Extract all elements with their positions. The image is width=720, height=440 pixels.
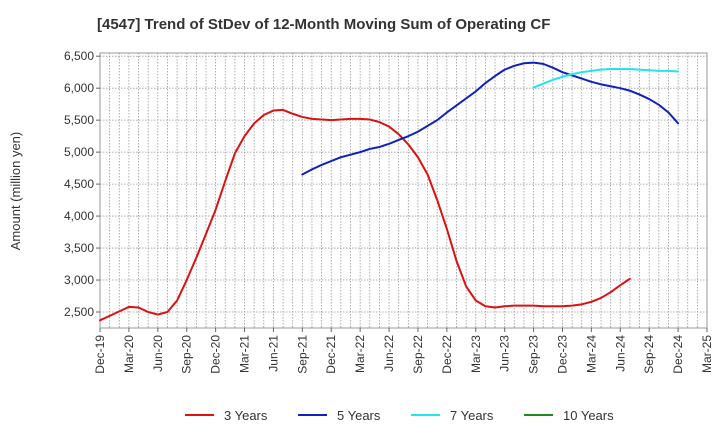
x-tick-label: Mar-21 — [238, 335, 252, 373]
y-tick-label: 6,500 — [64, 49, 94, 63]
legend-label-3: 7 Years — [450, 408, 494, 423]
x-tick-label: Jun-24 — [613, 335, 627, 372]
series-line-3 — [532, 67, 680, 89]
x-tick-label: Mar-25 — [700, 335, 714, 373]
legend-label-1: 3 Years — [224, 408, 268, 423]
y-tick-label: 2,500 — [64, 305, 94, 319]
x-tick-label: Dec-23 — [555, 335, 569, 374]
x-tick-label: Dec-19 — [93, 335, 107, 374]
x-axis: Dec-19 Mar-20 Jun-20 Sep-20 Dec-20 Mar-21 Jun-… — [93, 328, 714, 374]
x-tick-label: Mar-24 — [584, 335, 598, 373]
x-tick-label: Sep-21 — [295, 335, 309, 374]
x-tick-label: Jun-21 — [266, 335, 280, 372]
y-tick-label: 6,000 — [64, 81, 94, 95]
y-tick-label: 4,000 — [64, 209, 94, 223]
y-tick-label: 3,500 — [64, 241, 94, 255]
x-tick-label: Dec-21 — [324, 335, 338, 374]
plot-area — [99, 52, 708, 329]
y-tick-label: 3,000 — [64, 273, 94, 287]
x-tick-label: Mar-23 — [469, 335, 483, 373]
series-line-1 — [99, 108, 631, 322]
y-tick-label: 5,000 — [64, 145, 94, 159]
x-tick-label: Jun-23 — [498, 335, 512, 372]
x-tick-label: Dec-20 — [209, 335, 223, 374]
legend-label-2: 5 Years — [337, 408, 381, 423]
x-tick-label: Dec-22 — [440, 335, 454, 374]
legend: 3 Years 5 Years 7 Years 10 Years — [185, 408, 614, 423]
x-tick-label: Mar-20 — [122, 335, 136, 373]
x-tick-label: Dec-24 — [671, 335, 685, 374]
x-tick-label: Sep-23 — [527, 335, 541, 374]
plot-frame — [99, 52, 708, 329]
series-lines — [99, 61, 680, 322]
chart-title: [4547] Trend of StDev of 12-Month Moving… — [97, 16, 550, 33]
x-tick-label: Mar-22 — [353, 335, 367, 373]
legend-label-4: 10 Years — [563, 408, 614, 423]
x-tick-label: Sep-24 — [642, 335, 656, 374]
x-tick-label: Sep-22 — [411, 335, 425, 374]
grid-lines — [100, 53, 707, 328]
y-axis-label: Amount (million yen) — [8, 132, 23, 251]
x-tick-label: Sep-20 — [180, 335, 194, 374]
x-tick-label: Jun-22 — [382, 335, 396, 372]
x-tick-label: Jun-20 — [151, 335, 165, 372]
series-line-2 — [301, 61, 680, 176]
y-tick-label: 4,500 — [64, 177, 94, 191]
y-tick-label: 5,500 — [64, 113, 94, 127]
y-axis: 2,500 3,000 3,500 4,000 4,500 5,000 5,500 6,000… — [64, 49, 100, 319]
